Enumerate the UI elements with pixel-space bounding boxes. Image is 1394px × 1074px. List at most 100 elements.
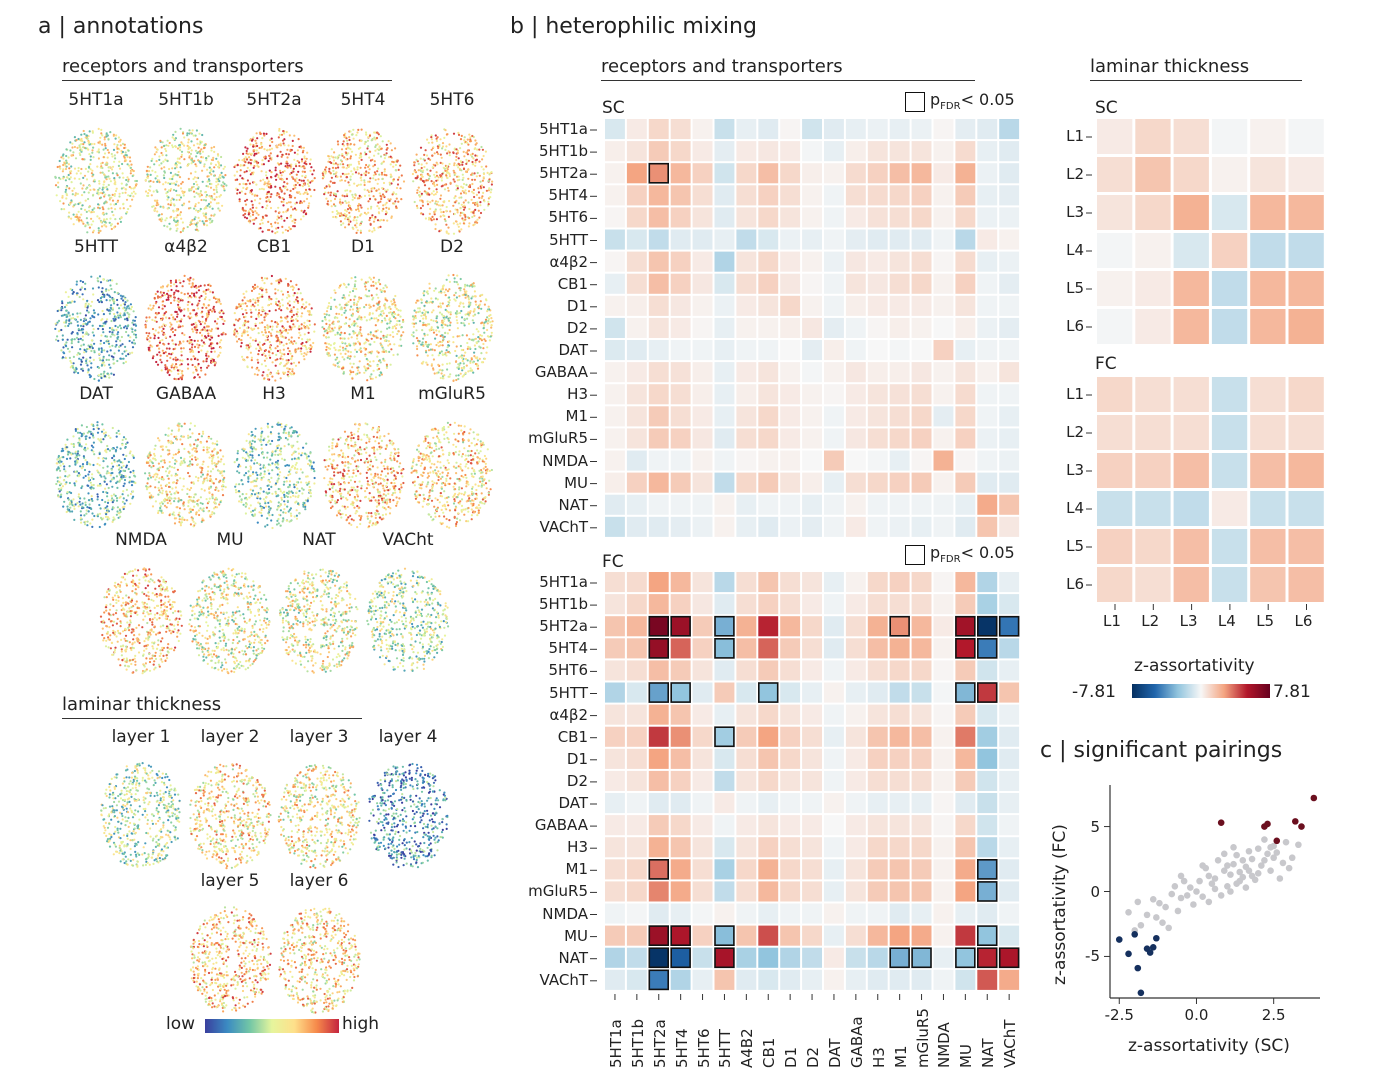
sc-cell [648, 384, 669, 405]
brain-dot [286, 302, 290, 305]
brain-dot [70, 154, 73, 157]
brain-dot [309, 169, 312, 172]
brain-dot [277, 176, 280, 179]
fc-significant-box [976, 881, 998, 902]
sc-cell [845, 119, 866, 140]
sc-cell [933, 119, 954, 140]
brain-dot [338, 212, 341, 215]
brain-dot [236, 164, 239, 167]
brain-dot [82, 325, 85, 328]
brain-dot [478, 196, 481, 199]
sc-cell [977, 141, 998, 162]
brain-dot [289, 149, 292, 153]
brain-dot [387, 198, 390, 201]
brain-dot [340, 148, 344, 151]
brain-dot [71, 189, 74, 192]
laminar-sc-cell [1250, 157, 1286, 192]
sc-cell [605, 362, 625, 383]
brain-dot [195, 324, 198, 327]
sc-cell [626, 163, 647, 184]
brain-dot [180, 155, 183, 158]
brain-dot [268, 228, 271, 232]
brain-dot [260, 219, 263, 222]
brain-dot [322, 174, 325, 177]
brain-dot [104, 201, 107, 204]
brain-dot [131, 341, 134, 344]
brain-dot [172, 348, 175, 351]
brain-dot [167, 189, 171, 192]
brain-dot [245, 305, 249, 308]
brain-dot [80, 133, 83, 136]
brain-dot [464, 191, 467, 194]
brain-dot [452, 169, 455, 172]
brain-dot [224, 174, 227, 177]
brain-dot [363, 151, 367, 154]
brain-dot [132, 310, 135, 313]
brain-dot [126, 211, 129, 214]
brain-dot [307, 204, 310, 208]
sc-cell [824, 406, 844, 427]
brain-dot [432, 163, 435, 166]
fc-cell [648, 859, 669, 880]
brain-dot [454, 201, 457, 204]
brain-dot [110, 355, 113, 358]
brain-dot [178, 157, 181, 160]
brain-dot [64, 344, 67, 347]
brain-dot [188, 200, 191, 203]
brain-dot [164, 188, 167, 191]
sc-cell [955, 229, 976, 250]
brain-dot [472, 157, 475, 160]
brain-dot [224, 333, 227, 336]
laminar-fc-cell [1135, 377, 1171, 412]
sc-cell [911, 185, 932, 206]
brain-dot [193, 195, 196, 198]
brain-dot [252, 166, 255, 169]
brain-dot [207, 314, 210, 318]
brain-dot [75, 172, 78, 175]
brain-dot [466, 149, 469, 152]
brain-dot [322, 170, 325, 173]
brain-dot [194, 327, 197, 330]
brain-dot [217, 154, 220, 157]
brain-dot [298, 145, 301, 149]
brain-dot [160, 369, 163, 372]
sc-cell [648, 185, 669, 206]
brain-dot [365, 133, 368, 136]
fc-cell [911, 947, 932, 968]
brain-dot [327, 160, 330, 163]
brain-dot [349, 175, 352, 178]
fc-cell [933, 881, 954, 902]
brain-dot [195, 129, 198, 132]
brain-dot [190, 296, 193, 299]
brain-dot [360, 179, 363, 182]
brain-dot [114, 189, 118, 193]
fc-cell [648, 969, 669, 990]
brain-dot [419, 207, 422, 210]
brain-dot [147, 334, 150, 338]
sc-cell [911, 163, 932, 184]
brain-dot [61, 356, 65, 359]
brain-dot [204, 319, 208, 322]
brain-dot [193, 357, 196, 361]
brain-dot [346, 143, 349, 146]
fc-cell [845, 947, 866, 968]
brain-dot [420, 178, 423, 181]
brain-dot [412, 180, 415, 183]
brain-dot [348, 215, 352, 218]
brain-dot [338, 214, 342, 217]
brain-dot [258, 292, 261, 296]
brain-dot [476, 148, 479, 151]
brain-dot [73, 300, 76, 303]
brain-dot [304, 346, 308, 349]
sc-cell [845, 295, 866, 316]
brain-dot [82, 343, 85, 346]
brain-dot [308, 347, 311, 350]
brain-dot [192, 371, 195, 374]
brain-dot [201, 320, 204, 323]
brain-dot [69, 366, 72, 369]
sc-cell [911, 406, 932, 427]
fc-cell [670, 881, 691, 902]
brain-dot [251, 339, 255, 342]
brain-dot [327, 191, 330, 194]
brain-dot [145, 169, 148, 172]
